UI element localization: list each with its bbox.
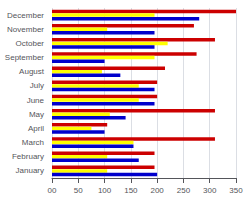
svg-text:200: 200 bbox=[150, 186, 164, 195]
svg-text:350: 350 bbox=[229, 186, 243, 195]
svg-text:February: February bbox=[12, 152, 44, 161]
svg-text:January: January bbox=[16, 166, 44, 175]
svg-text:March: March bbox=[22, 138, 44, 147]
svg-text:00: 00 bbox=[48, 186, 57, 195]
svg-text:May: May bbox=[29, 110, 44, 119]
svg-text:100: 100 bbox=[98, 186, 112, 195]
svg-text:July: July bbox=[30, 81, 44, 90]
svg-text:300: 300 bbox=[203, 186, 217, 195]
svg-text:June: June bbox=[27, 96, 45, 105]
svg-text:December: December bbox=[7, 11, 44, 20]
svg-text:April: April bbox=[28, 124, 44, 133]
svg-text:150: 150 bbox=[124, 186, 138, 195]
svg-text:50: 50 bbox=[74, 186, 83, 195]
svg-text:November: November bbox=[7, 25, 44, 34]
svg-text:August: August bbox=[19, 67, 45, 76]
svg-text:250: 250 bbox=[177, 186, 191, 195]
svg-text:October: October bbox=[16, 39, 45, 48]
svg-text:September: September bbox=[5, 53, 44, 62]
